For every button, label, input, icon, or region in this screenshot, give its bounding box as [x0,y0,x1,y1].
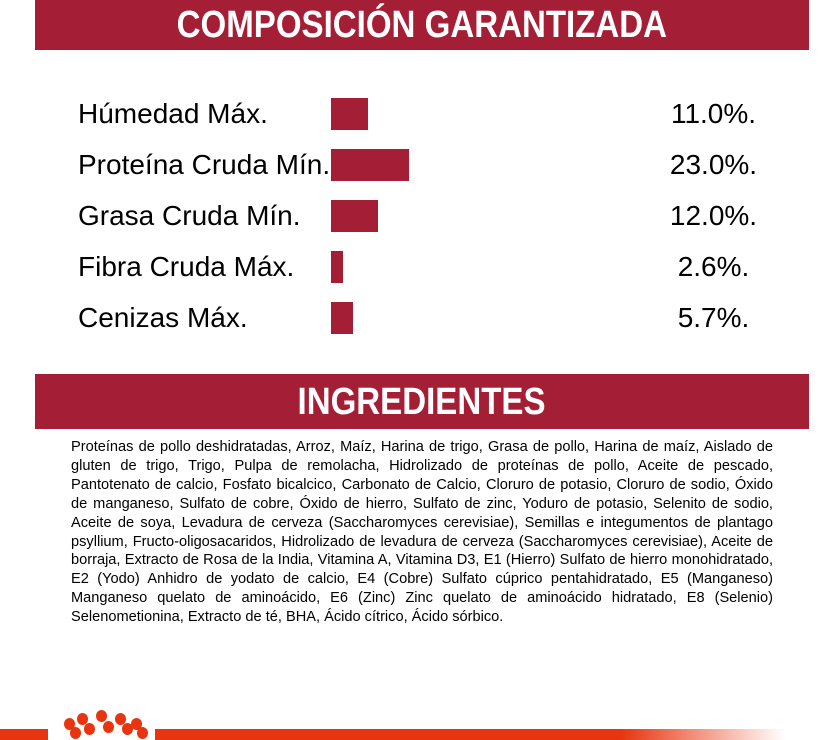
composition-banner: COMPOSICIÓN GARANTIZADA [35,0,809,50]
nutrient-label: Fibra Cruda Máx. [78,250,295,282]
value-bar [331,199,378,232]
logo-dot [130,718,142,730]
composition-chart: Húmedad Máx. 11.0%. Proteína Cruda Mín. … [0,0,840,360]
chart-row-proteina: Proteína Cruda Mín. 23.0%. [0,139,840,190]
chart-row-grasa: Grasa Cruda Mín. 12.0%. [0,190,840,241]
nutrient-label: Grasa Cruda Mín. [78,199,301,231]
value-bar [331,301,353,334]
chart-row-fibra: Fibra Cruda Máx. 2.6%. [0,241,840,292]
chart-row-cenizas: Cenizas Máx. 5.7%. [0,292,840,343]
logo-dot [95,710,107,722]
logo-dot [83,723,95,735]
chart-row-humedad: Húmedad Máx. 11.0%. [0,88,840,139]
logo-dot [136,727,148,739]
logo-dot [114,713,126,725]
nutrient-value: 12.0%. [669,199,758,231]
logo-dot [69,727,81,739]
nutrient-label: Proteína Cruda Mín. [78,148,331,180]
nutrient-value: 5.7%. [677,301,750,333]
nutrient-value: 23.0%. [669,148,758,180]
logo-dot [76,713,88,725]
nutrient-label: Húmedad Máx. [78,97,268,129]
nutrient-value: 11.0%. [670,97,757,129]
footer-bar-right [155,729,840,740]
composition-title: COMPOSICIÓN GARANTIZADA [176,4,668,46]
logo-dot [63,718,75,730]
logo-dot [102,721,114,733]
footer-bar-left [0,729,48,740]
ingredients-text: Proteínas de pollo deshidratadas, Arroz,… [71,439,773,626]
value-bar [331,97,368,130]
ingredients-title: INGREDIENTES [297,380,546,423]
value-bar [331,250,343,283]
nutrient-label: Cenizas Máx. [78,301,248,333]
ingredients-banner: INGREDIENTES [35,374,809,429]
logo-dot [121,723,133,735]
nutrient-value: 2.6%. [677,250,750,282]
value-bar [331,148,409,181]
